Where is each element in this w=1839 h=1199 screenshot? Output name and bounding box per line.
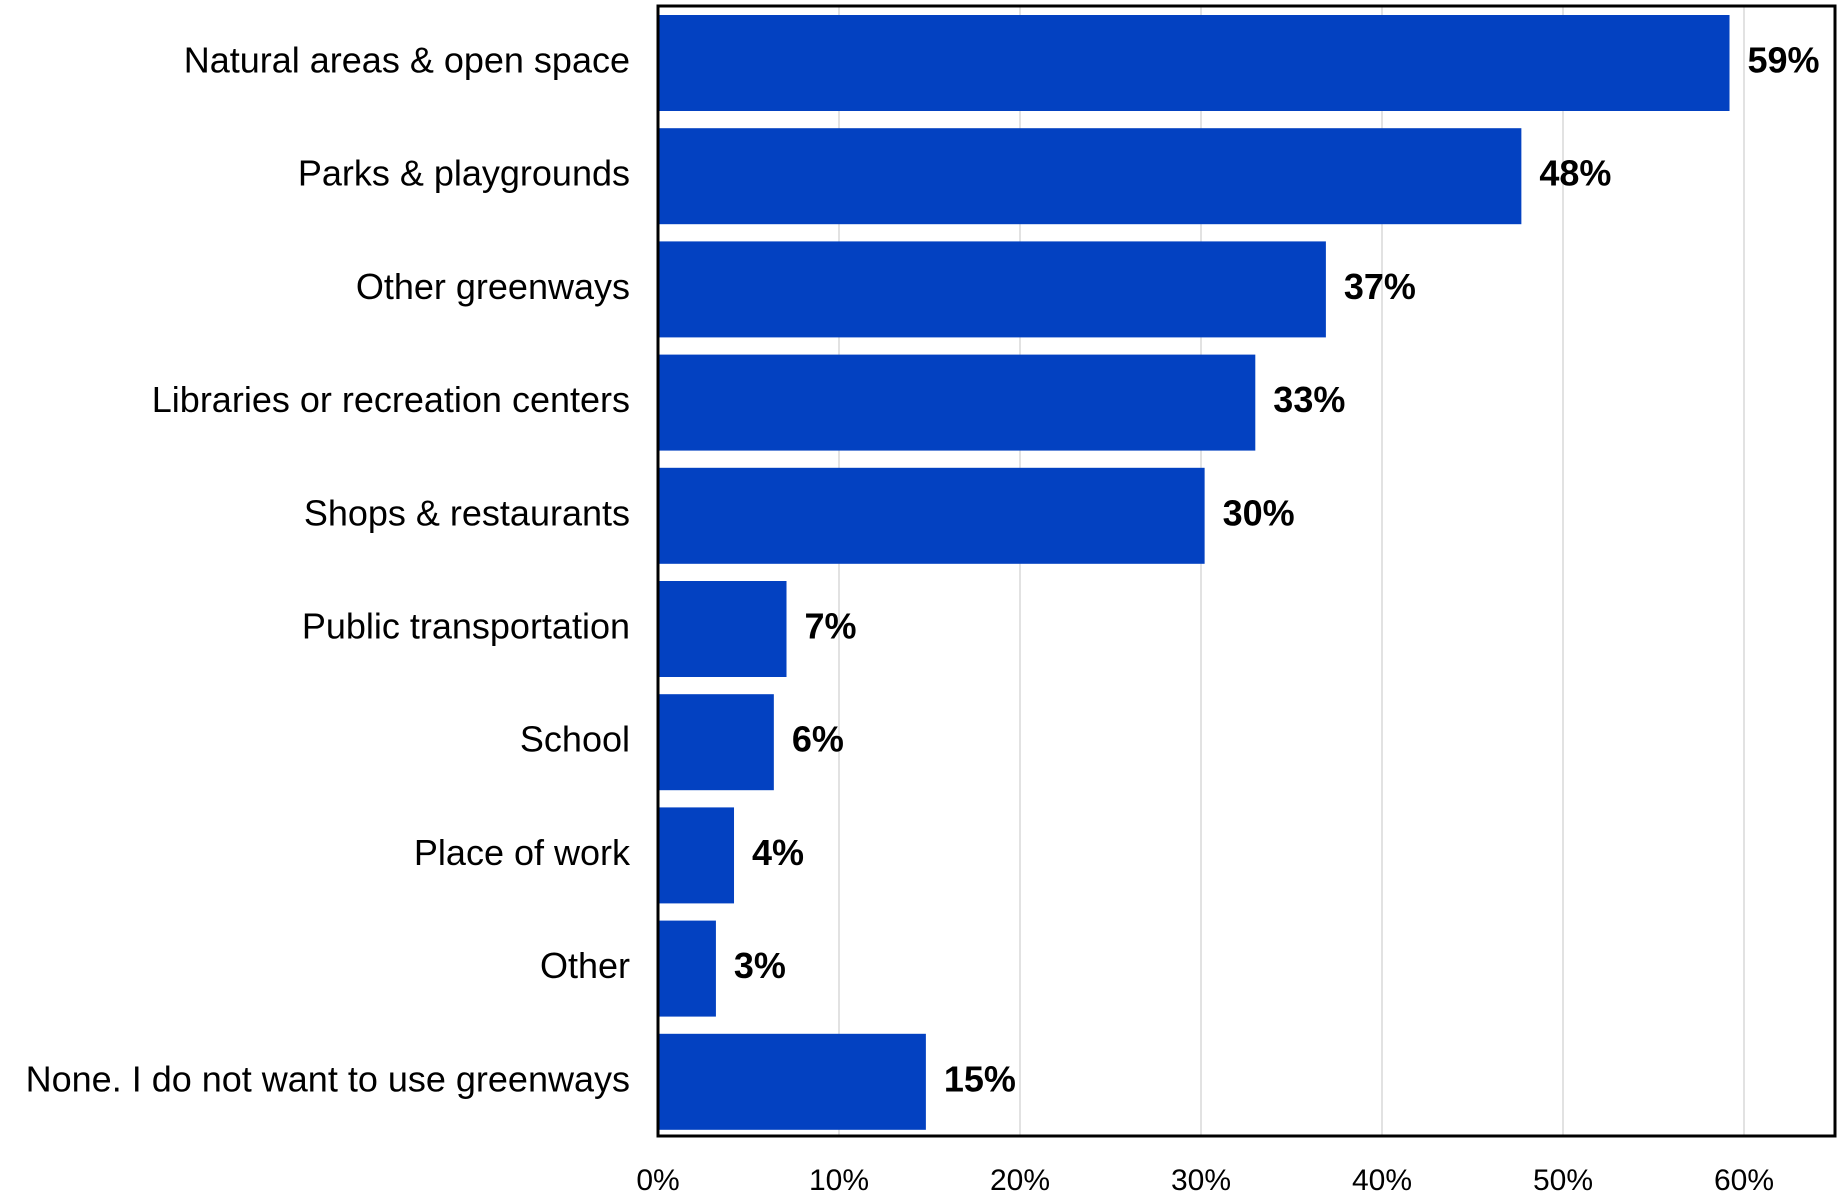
category-label: Public transportation: [302, 606, 630, 647]
bar: [658, 1033, 926, 1130]
value-label: 33%: [1273, 379, 1345, 420]
category-label: None. I do not want to use greenways: [26, 1058, 630, 1099]
category-label: Parks & playgrounds: [298, 153, 630, 194]
value-label: 4%: [752, 832, 804, 873]
x-tick-label: 50%: [1533, 1164, 1593, 1194]
x-tick-label: 0%: [636, 1164, 679, 1194]
x-tick-label: 30%: [1171, 1164, 1231, 1194]
value-label: 30%: [1223, 492, 1295, 533]
bars: [658, 15, 1730, 1130]
category-label: Other greenways: [356, 266, 630, 307]
category-labels: Natural areas & open space Parks & playgr…: [26, 40, 631, 1100]
category-label: School: [520, 719, 630, 760]
bar: [658, 581, 787, 677]
plot-frame: [656, 4, 1837, 1138]
bar: [658, 467, 1205, 564]
category-label: Natural areas & open space: [184, 40, 630, 81]
category-label: Place of work: [414, 832, 631, 873]
value-labels: 59% 48% 37% 33% 30% 7% 6% 4% 3% 15%: [734, 40, 1820, 1100]
bar: [658, 15, 1730, 111]
bar: [658, 807, 735, 904]
value-label: 6%: [792, 719, 844, 760]
value-label: 7%: [805, 606, 857, 647]
x-axis-ticks: 0% 10% 20% 30% 40% 50% 60%: [636, 1164, 1774, 1197]
bar: [658, 128, 1522, 225]
value-label: 59%: [1748, 40, 1820, 81]
bar: [658, 354, 1256, 451]
bar: [658, 241, 1326, 338]
x-tick-label: 10%: [809, 1164, 869, 1194]
value-label: 48%: [1539, 153, 1611, 194]
plot-border: [656, 4, 1837, 1138]
value-label: 37%: [1344, 266, 1416, 307]
x-tick-label: 60%: [1714, 1164, 1774, 1194]
x-tick-label: 20%: [990, 1164, 1050, 1194]
category-label: Other: [540, 945, 630, 986]
value-label: 15%: [944, 1058, 1016, 1099]
category-label: Libraries or recreation centers: [152, 379, 630, 420]
bar: [658, 920, 716, 1017]
category-label: Shops & restaurants: [304, 492, 630, 533]
bar: [658, 694, 774, 791]
x-tick-label: 40%: [1352, 1164, 1412, 1194]
value-label: 3%: [734, 945, 786, 986]
